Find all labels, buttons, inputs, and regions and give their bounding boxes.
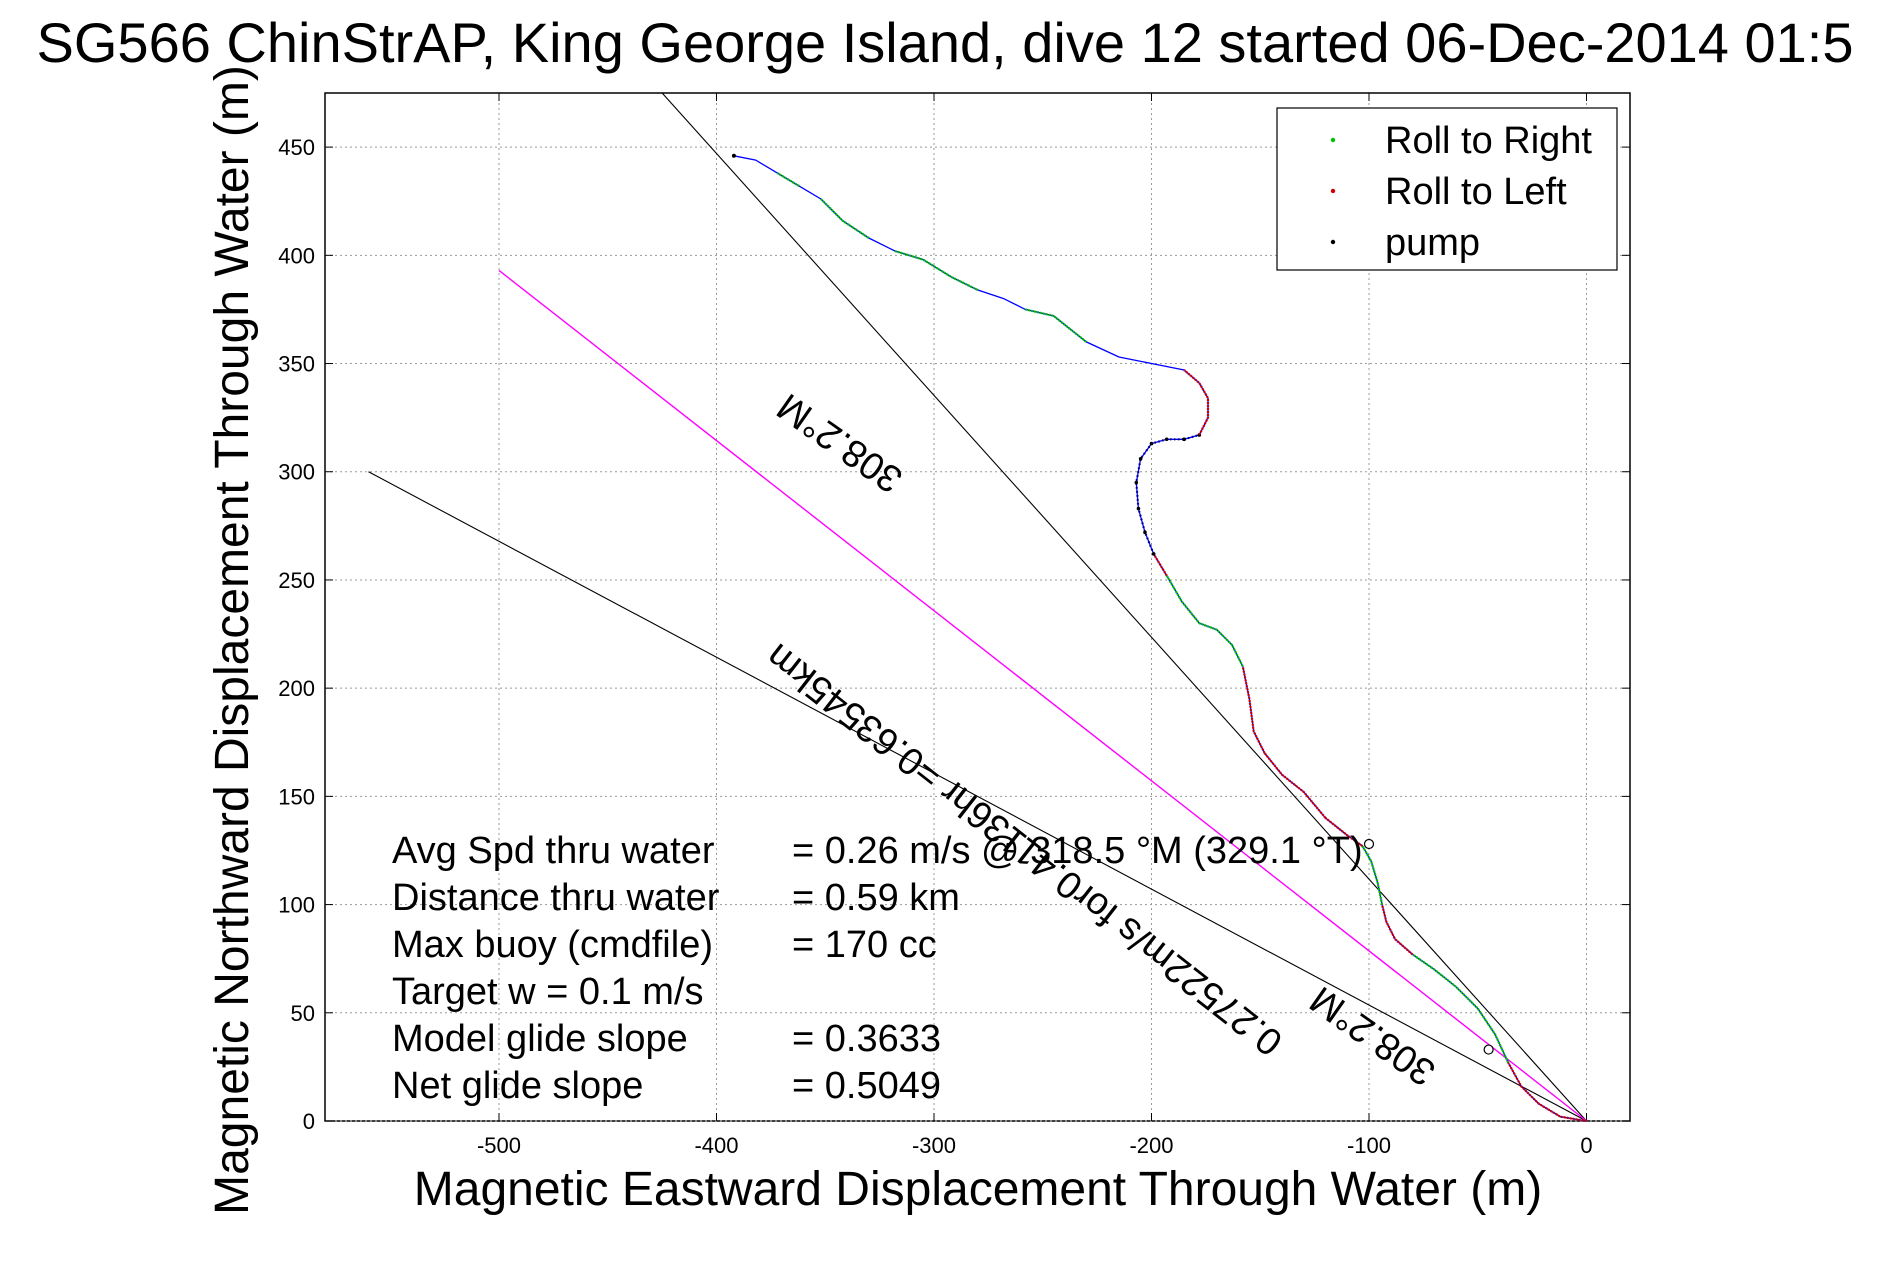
y-tick-label: 300 xyxy=(278,460,315,485)
x-tick-label: 0 xyxy=(1580,1133,1592,1158)
pump-point xyxy=(1182,437,1186,442)
stat-label: Net glide slope xyxy=(392,1065,643,1107)
track-segment-left xyxy=(1241,666,1266,754)
track-segment-left xyxy=(1381,904,1414,956)
track-segment-right xyxy=(820,198,870,239)
waypoint-marker xyxy=(1483,1044,1494,1055)
stat-label: Max buoy (cmdfile) xyxy=(392,924,713,966)
pump-point xyxy=(1138,456,1143,461)
legend-marker-roll-to-left xyxy=(1330,188,1336,194)
pump-point xyxy=(1136,506,1141,511)
legend: Roll to Right Roll to Left pump xyxy=(1276,107,1618,271)
waypoint-markers xyxy=(1363,838,1494,1055)
y-tick-label: 400 xyxy=(278,243,315,268)
y-tick-label: 0 xyxy=(303,1109,315,1134)
stat-value: = 0.59 km xyxy=(792,877,960,919)
pump-point xyxy=(1134,480,1139,485)
y-tick-label: 350 xyxy=(278,352,315,377)
pump-point xyxy=(1143,530,1147,535)
x-tick-labels: -500 -400 -300 -200 -100 0 xyxy=(477,1133,1593,1158)
stat-value: = 0.5049 xyxy=(792,1065,941,1107)
track-segment-left xyxy=(1324,817,1364,847)
y-axis-label: Magnetic Northward Displacement Through … xyxy=(206,65,259,1215)
track-segment-left xyxy=(1507,1062,1587,1123)
track-segment-right xyxy=(1165,575,1244,667)
track-segment-left xyxy=(1152,553,1168,577)
heading-line-line xyxy=(498,269,1587,1122)
y-tick-label: 150 xyxy=(278,784,315,809)
y-tick-label: 50 xyxy=(291,1001,315,1026)
legend-label: Roll to Left xyxy=(1385,171,1567,213)
stat-value: = 170 cc xyxy=(792,924,937,966)
track-end-point xyxy=(731,153,736,158)
reference-lines xyxy=(368,92,1587,1122)
axis-ticks xyxy=(325,93,1630,1122)
stat-label: Avg Spd thru water xyxy=(392,830,715,872)
x-tick-label: -100 xyxy=(1347,1133,1391,1158)
y-tick-label: 100 xyxy=(278,893,315,918)
waypoint-marker xyxy=(1363,838,1375,850)
track-segment-right xyxy=(1025,308,1087,343)
stat-value: = 0.26 m/s @ 318.5 °M (329.1 °T) xyxy=(792,830,1363,872)
stat-label: Model glide slope xyxy=(392,1018,688,1060)
y-tick-label: 450 xyxy=(278,135,315,160)
dive-statistics: Avg Spd thru water = 0.26 m/s @ 318.5 °M … xyxy=(392,830,1363,1107)
legend-label: Roll to Right xyxy=(1385,120,1592,162)
envelope-upper-line xyxy=(661,92,1587,1122)
x-tick-label: -400 xyxy=(694,1133,738,1158)
y-tick-label: 200 xyxy=(278,676,315,701)
pump-point xyxy=(1164,437,1169,442)
track-segment-pump xyxy=(1183,433,1200,441)
x-tick-label: -300 xyxy=(912,1133,956,1158)
stat-label: Distance thru water xyxy=(392,877,720,919)
track-segment-right xyxy=(1411,953,1510,1064)
x-tick-label: -500 xyxy=(477,1133,521,1158)
legend-marker-pump xyxy=(1330,239,1336,245)
track-segment-left xyxy=(1183,369,1210,436)
envelope-lower-line xyxy=(368,471,1587,1122)
stat-value: = 0.3633 xyxy=(792,1018,941,1060)
track-segment-right xyxy=(776,172,800,188)
y-tick-labels: 0 50 100 150 200 250 300 350 400 450 xyxy=(278,135,315,1134)
chart-title: SG566 ChinStrAP, King George Island, div… xyxy=(37,11,1854,74)
track-segment-left xyxy=(1263,752,1327,819)
legend-label: pump xyxy=(1385,222,1480,264)
track-segment-right xyxy=(1361,845,1384,905)
legend-marker-roll-to-right xyxy=(1330,137,1336,143)
pump-point xyxy=(1149,441,1154,446)
x-axis-label: Magnetic Eastward Displacement Through W… xyxy=(414,1163,1542,1216)
x-tick-label: -200 xyxy=(1129,1133,1173,1158)
track-segment-right xyxy=(894,249,978,291)
stat-label: Target w = 0.1 m/s xyxy=(392,971,704,1013)
y-tick-label: 250 xyxy=(278,568,315,593)
dive-track xyxy=(731,153,1587,1123)
pump-point xyxy=(1151,552,1156,556)
